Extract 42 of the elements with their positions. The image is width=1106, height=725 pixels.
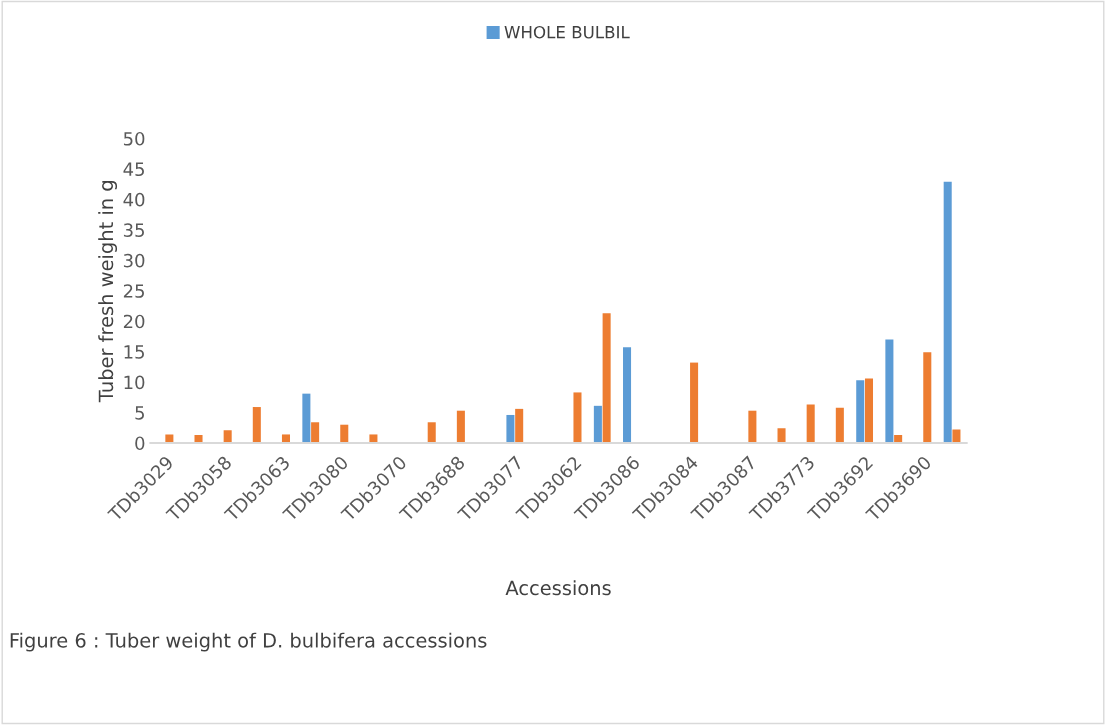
y-tick-label: 25 <box>123 284 144 298</box>
caption: Figure 6 : Tuber weight of D. bulbifera accessions <box>10 632 487 652</box>
y-tick-label: 0 <box>135 436 145 451</box>
bar <box>194 435 203 443</box>
bar <box>281 434 290 443</box>
bar <box>856 380 865 443</box>
bar <box>690 362 699 443</box>
bar <box>623 347 632 443</box>
bar <box>340 424 349 443</box>
bar <box>252 407 261 443</box>
y-tick-label: 50 <box>123 131 145 146</box>
bar <box>573 392 582 443</box>
bar <box>748 410 757 443</box>
y-tick-label: 30 <box>123 253 145 268</box>
bar <box>223 430 232 443</box>
bar <box>835 407 844 443</box>
y-tick-label: 15 <box>124 345 144 359</box>
bar <box>777 428 786 443</box>
bar <box>311 422 320 443</box>
y-tick-label: 35 <box>123 223 144 237</box>
bar <box>456 410 465 443</box>
bar <box>602 313 611 443</box>
bar <box>515 408 524 443</box>
y-tick-label: 5 <box>135 406 144 420</box>
y-tick-label: 10 <box>124 375 145 390</box>
bar <box>885 339 894 443</box>
bar <box>943 181 952 443</box>
y-tick-label: 45 <box>123 162 144 177</box>
y-tick-label: 40 <box>123 192 145 207</box>
bar <box>806 404 815 443</box>
bar <box>427 422 436 443</box>
bar <box>923 352 932 443</box>
bar <box>369 434 378 443</box>
bar <box>165 434 174 443</box>
x-axis-title: Accessions <box>505 580 611 596</box>
bar <box>593 405 602 443</box>
legend-label: WHOLE BULBIL <box>504 25 630 39</box>
y-axis-title: Tuber fresh weight in g <box>98 181 118 403</box>
bar <box>302 393 311 443</box>
y-tick-label: 20 <box>123 314 145 329</box>
bar <box>864 378 874 443</box>
bar <box>506 414 515 443</box>
